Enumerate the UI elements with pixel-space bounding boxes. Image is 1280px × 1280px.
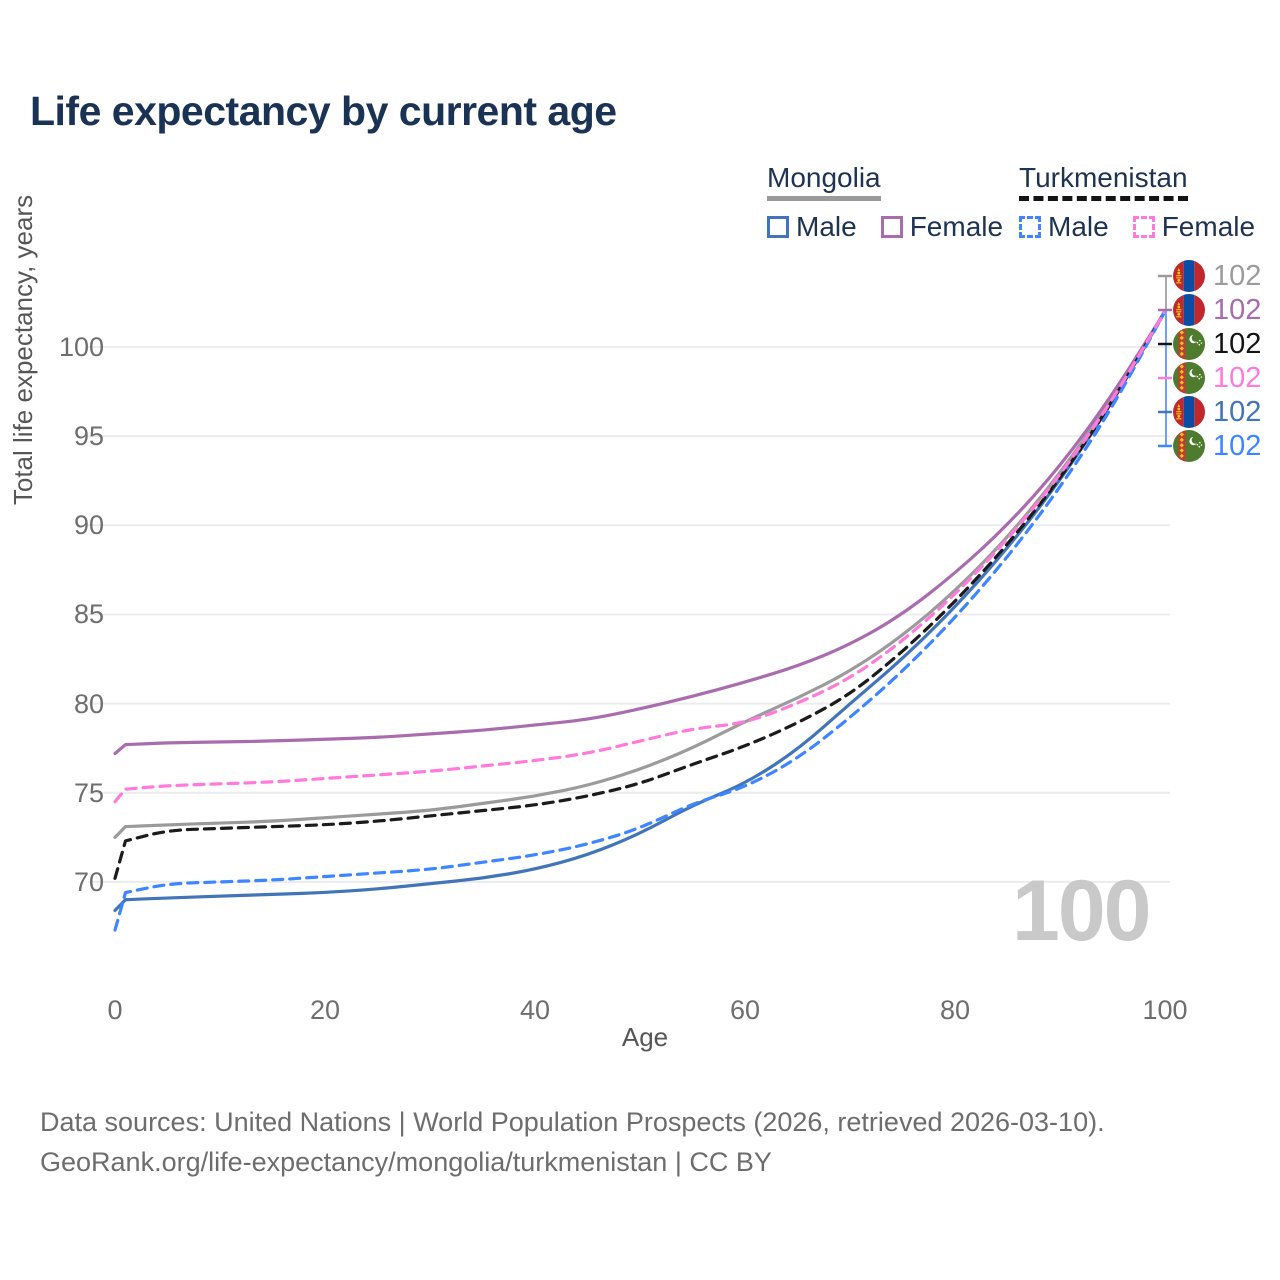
- x-tick-label-100: 100: [1142, 995, 1188, 1025]
- y-axis-title: Total life expectancy, years: [8, 194, 38, 506]
- y-tick-label-90: 90: [73, 510, 104, 541]
- y-tick-label-70: 70: [73, 866, 104, 897]
- end-label-row-turkmenistan-both: 102: [1173, 327, 1261, 361]
- end-value-turkmenistan-both: 102: [1213, 327, 1262, 360]
- legend-turkmenistan-male-checkbox[interactable]: [1019, 216, 1041, 238]
- end-value-mongolia-female: 102: [1213, 293, 1262, 326]
- flag-mongolia-icon: [1173, 294, 1205, 326]
- legend-turkmenistan-female-label[interactable]: Female: [1161, 211, 1256, 242]
- y-tick-label-85: 85: [73, 599, 104, 630]
- end-label-row-turkmenistan-male: 102: [1173, 429, 1261, 463]
- y-tick-label-95: 95: [73, 421, 104, 452]
- end-value-mongolia-both: 102: [1213, 259, 1262, 292]
- flag-mongolia-icon: [1173, 260, 1205, 292]
- series-line-turkmenistan-female: [113, 309, 1167, 804]
- y-tick-label-100: 100: [58, 332, 104, 362]
- x-tick-label-40: 40: [519, 995, 551, 1025]
- series-line-mongolia-female: [113, 309, 1167, 756]
- flag-turkmenistan-icon: [1173, 328, 1205, 360]
- series-line-mongolia-male: [113, 309, 1167, 913]
- end-value-turkmenistan-male: 102: [1213, 429, 1262, 462]
- end-value-mongolia-male: 102: [1213, 395, 1262, 428]
- series-line-turkmenistan-male: [113, 309, 1167, 932]
- flag-turkmenistan-icon: [1173, 430, 1205, 462]
- legend-mongolia: Mongolia Male Female: [767, 162, 1027, 243]
- x-tick-label-80: 80: [939, 995, 971, 1025]
- legend-mongolia-male-checkbox[interactable]: [767, 216, 789, 238]
- legend-mongolia-female-label[interactable]: Female: [909, 211, 1004, 242]
- legend-turkmenistan: Turkmenistan Male Female: [1019, 162, 1279, 243]
- x-tick-label-0: 0: [107, 995, 123, 1025]
- series-line-turkmenistan-both: [113, 309, 1167, 880]
- end-label-row-mongolia-female: 102: [1173, 293, 1261, 327]
- end-label-row-mongolia-male: 102: [1173, 395, 1261, 429]
- x-tick-label-60: 60: [729, 995, 761, 1025]
- legend-turkmenistan-male-label[interactable]: Male: [1048, 211, 1109, 242]
- x-tick-label-20: 20: [309, 995, 341, 1025]
- watermark-100: 100: [1012, 863, 1151, 959]
- series-line-mongolia-both: [113, 309, 1167, 839]
- legend-mongolia-header[interactable]: Mongolia: [767, 162, 881, 201]
- legend-mongolia-female-checkbox[interactable]: [880, 216, 903, 238]
- footer-data-sources: Data sources: United Nations | World Pop…: [40, 1107, 1105, 1137]
- x-axis-title: Age: [621, 1022, 669, 1052]
- footer-attribution-url: GeoRank.org/life-expectancy/mongolia/tur…: [40, 1147, 772, 1177]
- legend-mongolia-male-label[interactable]: Male: [796, 211, 857, 242]
- legend-turkmenistan-header[interactable]: Turkmenistan: [1019, 162, 1188, 201]
- flag-turkmenistan-icon: [1173, 362, 1205, 394]
- flag-mongolia-icon: [1173, 396, 1205, 428]
- end-label-row-mongolia-both: 102: [1173, 259, 1261, 293]
- chart-title: Life expectancy by current age: [30, 88, 617, 134]
- legend-turkmenistan-female-checkbox[interactable]: [1132, 216, 1155, 238]
- end-label-row-turkmenistan-female: 102: [1173, 361, 1261, 395]
- y-tick-label-75: 75: [73, 777, 104, 808]
- y-tick-label-80: 80: [73, 688, 104, 719]
- end-value-turkmenistan-female: 102: [1213, 361, 1262, 394]
